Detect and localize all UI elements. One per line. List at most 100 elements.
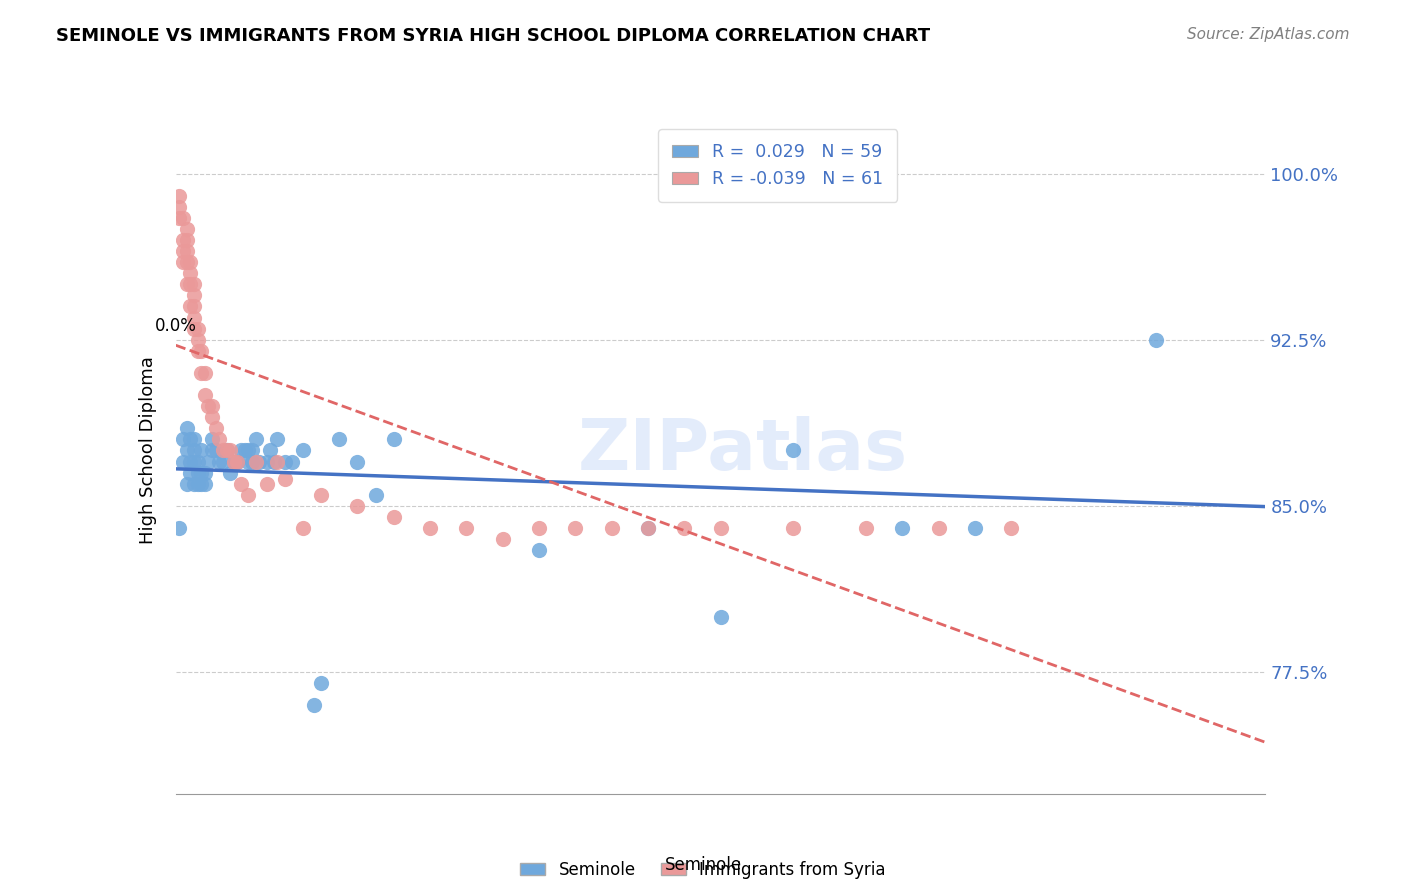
Point	[637, 521, 659, 535]
Point	[176, 421, 198, 435]
Point	[215, 443, 238, 458]
Point	[186, 454, 209, 468]
Point	[169, 188, 191, 202]
Point	[564, 521, 586, 535]
Point	[219, 443, 242, 458]
Point	[364, 488, 387, 502]
Point	[1146, 333, 1168, 347]
Point	[1000, 521, 1022, 535]
Point	[215, 443, 238, 458]
Point	[183, 476, 205, 491]
Point	[891, 521, 914, 535]
Point	[201, 399, 224, 413]
Point	[190, 466, 212, 480]
Point	[222, 454, 245, 468]
Point	[169, 200, 191, 214]
Point	[176, 476, 198, 491]
Point	[183, 310, 205, 325]
Point	[274, 454, 297, 468]
Point	[201, 410, 224, 425]
Point	[231, 443, 253, 458]
Point	[172, 244, 194, 258]
Point	[710, 521, 733, 535]
Point	[302, 698, 325, 713]
Point	[346, 454, 368, 468]
Point	[281, 454, 304, 468]
Point	[190, 343, 212, 358]
Point	[527, 543, 550, 558]
Point	[183, 443, 205, 458]
Point	[186, 466, 209, 480]
Point	[186, 321, 209, 335]
Point	[204, 421, 226, 435]
Point	[194, 388, 217, 402]
Legend: R =  0.029   N = 59, R = -0.039   N = 61: R = 0.029 N = 59, R = -0.039 N = 61	[658, 129, 897, 202]
Point	[176, 244, 198, 258]
Point	[855, 521, 877, 535]
Point	[527, 521, 550, 535]
Point	[266, 433, 288, 447]
Point	[172, 454, 194, 468]
Point	[194, 466, 217, 480]
Point	[233, 443, 256, 458]
Point	[256, 476, 278, 491]
Point	[176, 443, 198, 458]
Point	[190, 443, 212, 458]
Point	[456, 521, 478, 535]
Point	[600, 521, 623, 535]
Point	[240, 454, 263, 468]
Point	[782, 521, 804, 535]
Point	[222, 454, 245, 468]
Point	[382, 433, 405, 447]
Point	[346, 499, 368, 513]
Legend: Seminole, Immigrants from Syria: Seminole, Immigrants from Syria	[513, 854, 893, 886]
Text: 0.0%: 0.0%	[155, 317, 197, 334]
Point	[172, 233, 194, 247]
Point	[201, 433, 224, 447]
Point	[172, 211, 194, 225]
Point	[256, 454, 278, 468]
Point	[183, 288, 205, 302]
Point	[176, 255, 198, 269]
Point	[190, 366, 212, 380]
Point	[328, 433, 350, 447]
Point	[219, 466, 242, 480]
Point	[419, 521, 441, 535]
Point	[194, 476, 217, 491]
Point	[179, 266, 201, 280]
Point	[186, 476, 209, 491]
Point	[186, 333, 209, 347]
Point	[186, 343, 209, 358]
Point	[176, 277, 198, 292]
Point	[183, 321, 205, 335]
Point	[169, 211, 191, 225]
Point	[263, 454, 285, 468]
Point	[172, 255, 194, 269]
Point	[208, 454, 231, 468]
Point	[259, 443, 281, 458]
Point	[782, 443, 804, 458]
Point	[231, 476, 253, 491]
Point	[212, 443, 235, 458]
Point	[382, 510, 405, 524]
Point	[247, 454, 270, 468]
Point	[240, 443, 263, 458]
Point	[190, 476, 212, 491]
Point	[183, 433, 205, 447]
Point	[179, 454, 201, 468]
Point	[238, 443, 260, 458]
Point	[928, 521, 950, 535]
Point	[309, 488, 332, 502]
Text: Source: ZipAtlas.com: Source: ZipAtlas.com	[1187, 27, 1350, 42]
Point	[201, 443, 224, 458]
Point	[238, 454, 260, 468]
Point	[492, 532, 515, 546]
Point	[673, 521, 696, 535]
Point	[963, 521, 986, 535]
Point	[197, 454, 219, 468]
Point	[226, 454, 249, 468]
Point	[245, 433, 267, 447]
Point	[208, 433, 231, 447]
Point	[179, 466, 201, 480]
Point	[179, 255, 201, 269]
